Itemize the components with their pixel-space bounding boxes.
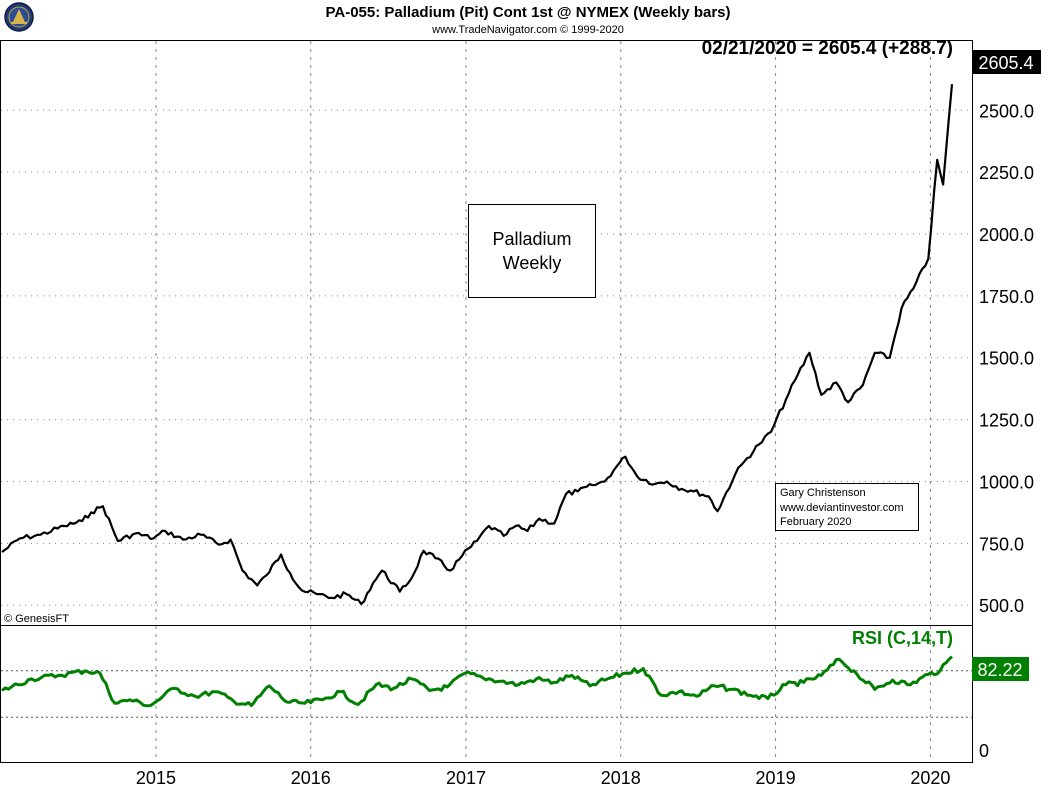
copyright-label: © GenesisFT: [4, 613, 69, 625]
year-tick-label: 2018: [601, 768, 641, 788]
price-readout: 02/21/2020 = 2605.4 (+288.7): [702, 38, 953, 59]
price-tick-label: 2250.0: [979, 163, 1034, 183]
rsi-last-value-label: 82.22: [977, 660, 1022, 680]
credit-box: Gary Christenson www.deviantinvestor.com…: [775, 483, 919, 531]
year-tick-label: 2019: [756, 768, 796, 788]
price-tick-label: 1750.0: [979, 287, 1034, 307]
price-tick-label: 1500.0: [979, 349, 1034, 369]
time-gridlines: [155, 41, 931, 762]
chart-subtitle: www.TradeNavigator.com © 1999-2020: [431, 24, 624, 36]
price-tick-label: 750.0: [979, 534, 1024, 554]
price-axis-ticks: 500.0 750.0 1000.0 1250.0 1500.0 1750.0 2000.0…: [979, 101, 1034, 616]
credit-line-3: February 2020: [780, 516, 852, 528]
price-tick-label: 500.0: [979, 596, 1024, 616]
rsi-series-line: [1, 655, 953, 708]
rsi-title: RSI (C,14,T): [852, 628, 953, 648]
trade-navigator-logo-icon: [4, 2, 34, 32]
panel-frames: [0, 40, 973, 763]
rsi-tick-0: 0: [979, 741, 989, 761]
price-tick-label: 2500.0: [979, 101, 1034, 121]
credit-line-2: www.deviantinvestor.com: [779, 502, 904, 514]
price-tick-label: 2000.0: [979, 225, 1034, 245]
price-tick-label: 1250.0: [979, 411, 1034, 431]
chart-title: PA-055: Palladium (Pit) Cont 1st @ NYMEX…: [326, 4, 731, 21]
year-tick-label: 2016: [291, 768, 331, 788]
rsi-last-value-tag: 82.22: [972, 657, 1029, 681]
year-tick-label: 2015: [136, 768, 176, 788]
credit-line-1: Gary Christenson: [780, 487, 866, 499]
price-last-value-label: 2605.4: [978, 53, 1033, 73]
price-last-value-tag: 2605.4: [972, 50, 1041, 74]
annotation-line-2: Weekly: [503, 253, 562, 273]
annotation-line-1: Palladium: [492, 229, 571, 249]
time-axis-ticks: 2015 2016 2017 2018 2019 2020: [136, 768, 950, 788]
year-tick-label: 2017: [446, 768, 486, 788]
rsi-reference-lines: [1, 670, 972, 718]
year-tick-label: 2020: [910, 768, 950, 788]
annotation-box: Palladium Weekly: [468, 204, 596, 298]
price-series-line: [1, 84, 954, 606]
price-tick-label: 1000.0: [979, 472, 1034, 492]
